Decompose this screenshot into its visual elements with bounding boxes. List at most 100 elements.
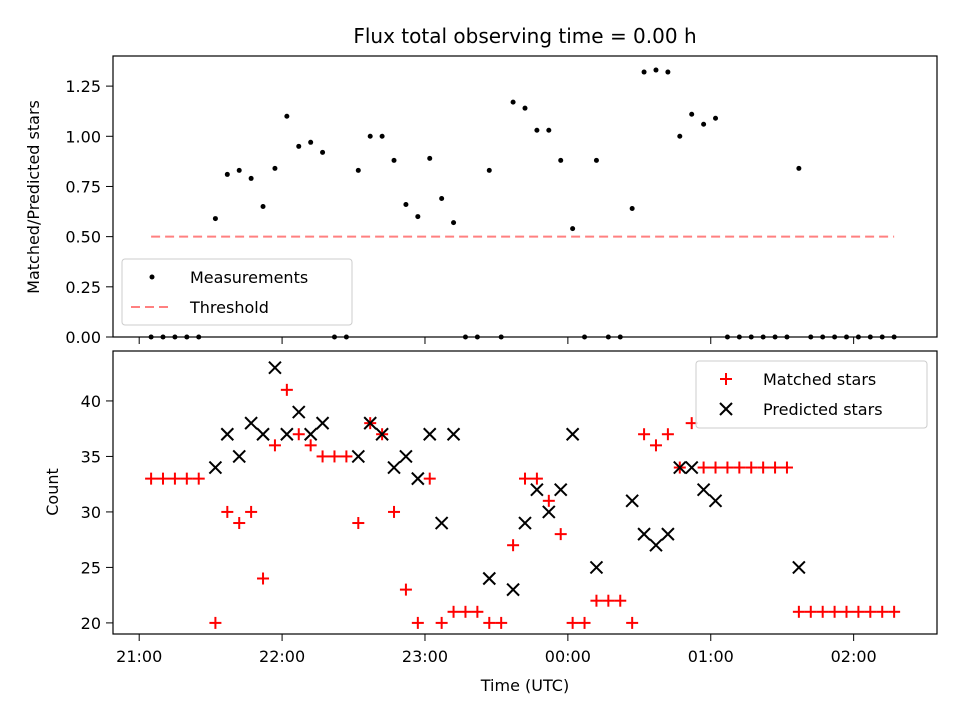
predicted-x-b xyxy=(220,427,235,441)
matched-star-point xyxy=(411,616,424,629)
predicted-x-b xyxy=(637,527,651,541)
predicted-x-b xyxy=(565,427,580,441)
count-x-tick-label: 00:00 xyxy=(545,647,591,666)
matched-star-point xyxy=(745,461,758,474)
matched-star-point xyxy=(697,461,710,474)
predicted-star-point xyxy=(446,427,461,441)
predicted-x-b xyxy=(446,427,461,441)
matched-star-point xyxy=(221,505,234,518)
ratio-y-tick-label: 0.25 xyxy=(65,278,101,297)
count-x-tick-label: 23:00 xyxy=(402,647,448,666)
count-legend-box xyxy=(695,360,928,429)
matched-star-point xyxy=(280,383,293,396)
measurement-point xyxy=(284,113,290,119)
matched-star-point xyxy=(257,572,270,585)
measurement-point xyxy=(570,226,576,232)
measurement-point xyxy=(677,133,683,139)
count-y-axis-label: Count xyxy=(43,468,62,516)
count-x-ticks: 21:00 22:00 23:00 00:00 01:00 02:00 xyxy=(116,634,877,666)
predicted-x-b xyxy=(625,494,639,508)
matched-star-point xyxy=(495,616,508,629)
count-x-tick-label: 01:00 xyxy=(688,647,734,666)
measurement-point xyxy=(593,157,599,163)
matched-star-point xyxy=(804,605,817,618)
measurement-point xyxy=(320,149,326,155)
matched-star-point xyxy=(519,472,531,485)
measurement-point xyxy=(439,196,445,202)
ratio-axes-frame xyxy=(112,55,938,338)
matched-star-point xyxy=(447,605,460,618)
measurement-point xyxy=(391,157,397,163)
matched-star-point xyxy=(388,505,401,518)
predicted-x-b xyxy=(280,427,294,441)
matched-star-point xyxy=(157,472,170,485)
matched-star-point xyxy=(145,472,158,485)
count-y-tick-label: 40 xyxy=(81,392,101,411)
predicted-x-b xyxy=(375,427,389,441)
matched-star-point xyxy=(233,517,246,530)
matched-star-point xyxy=(661,428,674,441)
matched-star-point xyxy=(614,594,627,607)
matched-star-point xyxy=(840,605,853,618)
predicted-star-point xyxy=(661,527,675,541)
matched-star-point xyxy=(590,594,603,607)
ratio-y-tick-label: 0.00 xyxy=(65,328,101,347)
measurement-point xyxy=(689,111,695,117)
measurement-point xyxy=(224,171,230,177)
measurement-point xyxy=(248,175,254,181)
measurement-point xyxy=(451,220,457,226)
matched-star-point xyxy=(709,461,722,474)
measurement-point xyxy=(629,206,635,212)
matched-star-point xyxy=(542,494,555,507)
count-y-ticks: 20 25 30 35 40 xyxy=(81,392,113,633)
ratio-y-axis-label: Matched/Predicted stars xyxy=(24,100,43,294)
predicted-x-b xyxy=(792,560,806,575)
count-y-tick-label: 30 xyxy=(81,503,101,522)
measurement-point xyxy=(212,216,218,222)
count-x-tick-label: 02:00 xyxy=(831,647,877,666)
matched-star-point xyxy=(304,439,317,452)
matched-star-point xyxy=(180,472,193,485)
predicted-star-point xyxy=(530,483,544,497)
predicted-star-point xyxy=(542,505,556,519)
predicted-star-point xyxy=(554,483,568,497)
measurement-point xyxy=(486,167,492,173)
matched-star-point xyxy=(292,428,305,441)
matched-star-point xyxy=(328,450,341,463)
legend-matched-label: Matched stars xyxy=(763,370,876,389)
predicted-star-point xyxy=(268,360,282,375)
predicted-x-b xyxy=(673,460,687,475)
predicted-star-point xyxy=(673,460,687,475)
matched-star-point xyxy=(459,605,472,618)
predicted-star-point xyxy=(411,471,425,486)
predicted-star-point xyxy=(303,427,318,441)
matched-star-point xyxy=(792,605,805,618)
matched-star-point xyxy=(578,616,591,629)
predicted-x-b xyxy=(268,360,282,375)
count-legend: Matched stars Predicted stars xyxy=(695,360,928,429)
matched-star-point xyxy=(316,450,329,463)
measurement-point xyxy=(260,204,266,210)
predicted-x-b xyxy=(684,460,699,475)
predicted-x-b xyxy=(661,527,675,541)
predicted-star-point xyxy=(220,427,235,441)
matched-star-point xyxy=(757,461,770,474)
predicted-x-b xyxy=(244,416,258,430)
matched-star-point xyxy=(209,616,222,629)
matched-star-point xyxy=(530,472,543,485)
predicted-x-b xyxy=(399,449,413,464)
ratio-plot-marks xyxy=(148,67,897,340)
predicted-star-point xyxy=(208,460,223,475)
predicted-star-point xyxy=(351,449,366,464)
matched-star-point xyxy=(888,605,901,618)
predicted-star-point xyxy=(280,427,294,441)
matched-star-point xyxy=(721,461,734,474)
measurement-point xyxy=(236,167,242,173)
measurement-point xyxy=(379,133,385,139)
ratio-y-tick-label: 1.25 xyxy=(65,77,101,96)
predicted-x-b xyxy=(506,582,520,597)
measurement-point xyxy=(427,155,433,161)
predicted-x-b xyxy=(292,405,306,419)
